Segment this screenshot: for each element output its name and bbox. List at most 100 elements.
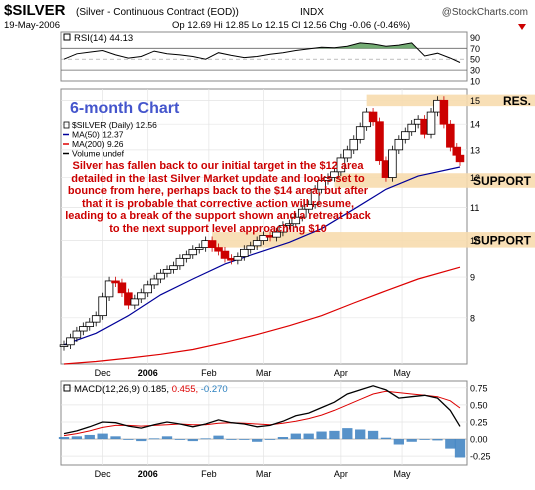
macd-hist-bar: [58, 437, 70, 440]
macd-hist-bar: [97, 433, 108, 440]
x-label-mid: Feb: [201, 368, 217, 378]
candle: [291, 216, 301, 225]
candle: [368, 111, 378, 123]
candle: [446, 123, 455, 148]
candle: [259, 235, 268, 242]
macd-signal-line: [63, 390, 461, 437]
x-label-bottom: Mar: [256, 469, 272, 479]
macd-hist-bar: [252, 439, 263, 442]
macd-hist-bar: [226, 439, 237, 440]
macd-hist-bar: [367, 430, 379, 440]
macd-hist-bar: [200, 438, 211, 440]
price-panel: 15 14 13 12 11 10 9 8 RES. SUPPORT SUPPORT 6-mont…: [59, 88, 535, 365]
macd-legend-value: 0.185,: [143, 384, 169, 395]
macd-hist-bar: [148, 438, 160, 440]
ma200-line: [63, 266, 461, 365]
price-candles: [59, 96, 465, 351]
candle: [272, 231, 281, 238]
macd-hist-bar: [393, 439, 404, 445]
macd-hist-bar: [71, 436, 83, 440]
down-arrow-icon: [518, 24, 526, 30]
macd-hist-bar: [161, 436, 173, 440]
candle: [188, 248, 198, 256]
candle: [72, 330, 82, 339]
macd-hist-bar: [187, 439, 198, 442]
macd-hist-bar: [454, 439, 466, 458]
x-label-mid: 2006: [138, 368, 158, 378]
candle: [79, 326, 88, 332]
macd-tick-label: -0.25: [470, 452, 491, 462]
candle: [349, 138, 359, 151]
candle: [59, 344, 69, 347]
candle: [66, 337, 75, 346]
macd-hist-bar: [355, 429, 366, 440]
candle: [317, 180, 326, 190]
candle: [98, 296, 107, 317]
candle: [455, 154, 465, 163]
x-label-mid: Dec: [95, 368, 112, 378]
x-label-mid: Mar: [256, 368, 272, 378]
candle: [149, 278, 159, 286]
band-label-1: SUPPORT: [473, 174, 532, 188]
candle: [343, 149, 352, 159]
macd-hist-bar: [432, 439, 443, 441]
macd-line: [63, 385, 461, 435]
candle: [240, 248, 249, 257]
band-label-0: RES.: [503, 94, 531, 108]
x-label-mid: Apr: [334, 368, 348, 378]
macd-hist-bar: [136, 439, 147, 442]
symbol-title: $SILVER: [4, 2, 66, 19]
price-legend-swatch: [63, 121, 70, 129]
candle: [252, 240, 262, 247]
x-label-bottom: 2006: [138, 469, 158, 479]
candle: [111, 280, 120, 284]
macd-hist-bar: [123, 439, 134, 440]
candle: [330, 171, 339, 178]
candle: [175, 257, 185, 267]
macd-legend: MACD(12,26,9) 0.185, 0.455, -0.270: [74, 384, 228, 395]
candle: [143, 284, 152, 294]
price-tick-label: 12: [470, 173, 480, 183]
rsi-tick-label: 70: [470, 44, 480, 54]
exchange-label: INDX: [300, 7, 324, 18]
x-label-bottom: Apr: [334, 469, 348, 479]
macd-hist-bar: [342, 428, 353, 440]
band-label-2: SUPPORT: [473, 233, 532, 247]
candle: [388, 149, 397, 178]
rsi-tick-label: 90: [470, 33, 480, 43]
macd-legend-signal: 0.455,: [172, 384, 198, 395]
price-tick-label: 8: [470, 313, 475, 323]
candle: [355, 126, 365, 140]
macd-hist-bar: [110, 436, 121, 440]
macd-tick-label: 0.25: [470, 417, 488, 427]
band-0: [366, 94, 535, 107]
price-legend-entry: $SILVER (Daily) 12.56: [72, 120, 157, 130]
price-tick-label: 13: [470, 145, 480, 155]
price-tick-label: 9: [470, 273, 475, 283]
chart-title: 6-month Chart: [70, 100, 180, 117]
macd-legend-name: MACD(12,26,9): [74, 384, 140, 395]
price-tick-label: 15: [470, 96, 480, 106]
candle: [85, 321, 95, 327]
macd-hist-bar: [264, 439, 276, 440]
macd-panel: 0.75 0.50 0.25 0.00 -0.25 MACD(12,26,9) 0.18…: [58, 380, 491, 466]
x-label-mid: May: [394, 368, 412, 378]
candle: [297, 208, 307, 218]
rsi-line: [63, 42, 461, 63]
candle: [439, 99, 449, 125]
candle: [426, 111, 436, 135]
candle: [214, 247, 223, 252]
rsi-overbought-fill: [312, 42, 418, 49]
ma50-line: [63, 166, 461, 346]
macd-hist-bar: [303, 433, 314, 440]
macd-hist-bar: [406, 439, 417, 442]
x-label-bottom: Dec: [95, 469, 112, 479]
price-legend-entry: MA(50) 12.37: [72, 130, 124, 140]
rsi-tick-label: 30: [470, 66, 480, 76]
macd-hist-bar: [445, 439, 456, 449]
rsi-tick-label: 50: [470, 55, 480, 65]
price-tick-label: 11: [470, 203, 479, 213]
candle: [220, 250, 230, 259]
candle: [246, 245, 255, 250]
